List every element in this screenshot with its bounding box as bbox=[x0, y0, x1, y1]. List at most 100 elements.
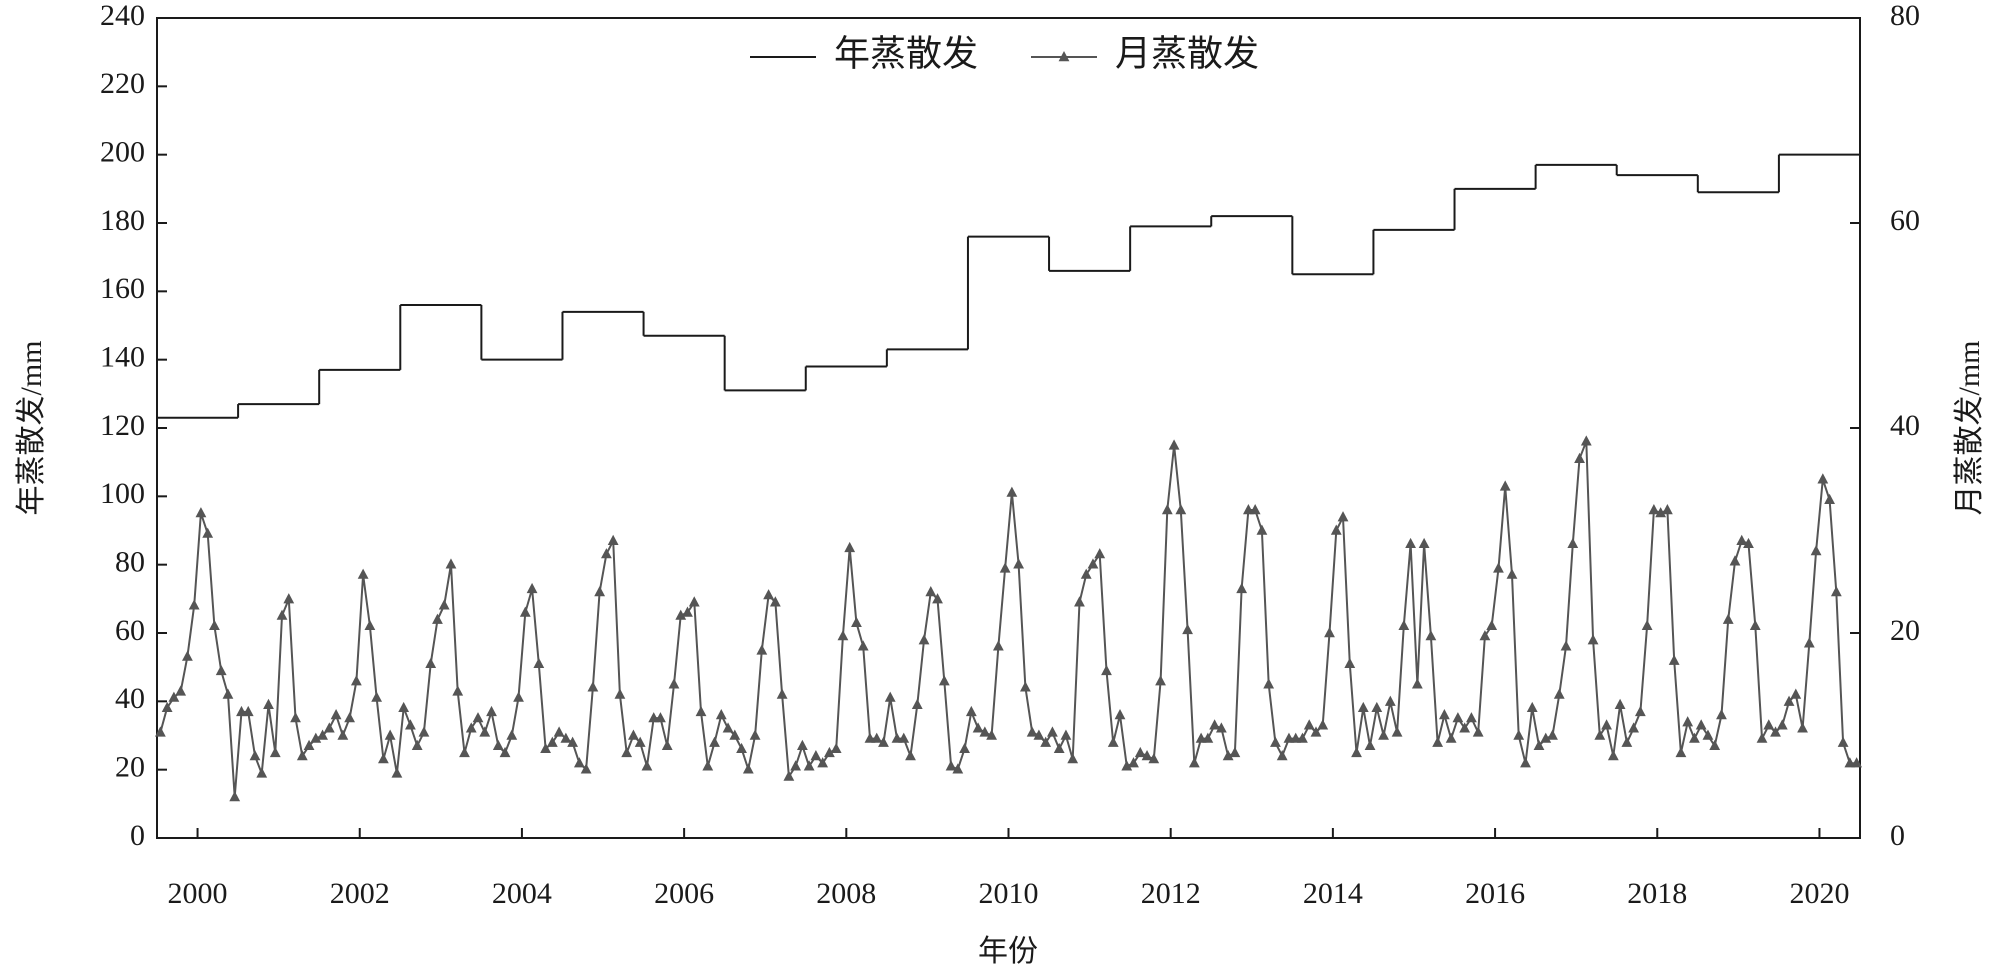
y-tick-label: 80 bbox=[115, 546, 145, 579]
marker bbox=[736, 742, 747, 754]
marker bbox=[573, 757, 585, 768]
marker bbox=[999, 562, 1011, 573]
marker bbox=[1749, 619, 1761, 631]
marker bbox=[695, 705, 707, 717]
marker bbox=[249, 750, 261, 761]
y2-axis-title: 月蒸散发/mm bbox=[1953, 340, 1986, 515]
marker bbox=[168, 691, 180, 702]
marker bbox=[1675, 746, 1687, 758]
marker bbox=[263, 698, 274, 709]
marker bbox=[749, 729, 761, 740]
marker bbox=[391, 767, 403, 778]
x-tick-label: 2014 bbox=[1303, 877, 1363, 910]
marker bbox=[1472, 726, 1484, 737]
marker bbox=[1594, 729, 1606, 740]
marker bbox=[884, 691, 896, 702]
marker bbox=[1114, 709, 1126, 720]
marker bbox=[1540, 732, 1552, 743]
marker bbox=[810, 750, 822, 761]
marker bbox=[303, 739, 315, 750]
marker bbox=[776, 688, 788, 699]
marker bbox=[1337, 511, 1349, 522]
marker bbox=[296, 750, 308, 761]
y-tick-label: 140 bbox=[100, 341, 145, 374]
marker bbox=[918, 634, 930, 645]
marker bbox=[1195, 732, 1207, 743]
marker bbox=[256, 767, 268, 778]
marker bbox=[1378, 729, 1389, 740]
marker bbox=[1709, 739, 1721, 750]
marker bbox=[209, 619, 220, 631]
marker bbox=[499, 746, 511, 758]
marker bbox=[161, 701, 173, 713]
marker bbox=[769, 596, 781, 607]
marker bbox=[486, 705, 497, 717]
marker bbox=[418, 726, 430, 737]
marker bbox=[283, 593, 295, 604]
y2-tick-label: 80 bbox=[1890, 0, 1920, 32]
marker bbox=[864, 732, 876, 743]
marker bbox=[506, 729, 518, 740]
marker bbox=[1695, 719, 1707, 730]
marker bbox=[844, 541, 856, 553]
marker bbox=[1526, 701, 1538, 713]
marker bbox=[546, 736, 558, 747]
marker bbox=[1729, 555, 1741, 566]
marker bbox=[959, 742, 970, 754]
marker bbox=[1587, 634, 1599, 645]
marker bbox=[1648, 504, 1660, 515]
marker bbox=[459, 746, 470, 758]
marker bbox=[911, 698, 923, 709]
marker bbox=[1128, 757, 1139, 768]
marker bbox=[182, 650, 193, 661]
marker bbox=[553, 726, 565, 737]
marker bbox=[1182, 623, 1193, 635]
marker bbox=[803, 760, 815, 771]
marker bbox=[601, 548, 612, 559]
marker bbox=[202, 527, 214, 538]
marker bbox=[465, 722, 477, 733]
marker bbox=[1398, 619, 1410, 631]
marker bbox=[1574, 452, 1585, 463]
x-tick-label: 2006 bbox=[654, 877, 714, 910]
marker bbox=[1533, 739, 1545, 750]
marker bbox=[405, 719, 416, 730]
marker bbox=[1520, 757, 1531, 768]
marker bbox=[607, 534, 619, 545]
marker bbox=[1783, 695, 1795, 706]
marker bbox=[830, 742, 842, 754]
marker bbox=[371, 691, 383, 702]
marker bbox=[742, 763, 754, 774]
marker bbox=[1736, 534, 1748, 545]
marker bbox=[1357, 701, 1369, 713]
marker bbox=[1351, 746, 1362, 758]
marker bbox=[438, 599, 450, 610]
marker bbox=[1790, 688, 1802, 699]
marker bbox=[1682, 716, 1694, 727]
marker bbox=[1425, 630, 1437, 641]
marker bbox=[398, 701, 410, 713]
marker bbox=[1175, 504, 1187, 515]
marker bbox=[1621, 736, 1633, 747]
y-axis-title: 年蒸散发/mm bbox=[15, 340, 48, 515]
y2-tick-label: 40 bbox=[1890, 409, 1920, 442]
marker bbox=[1094, 548, 1106, 559]
y-tick-label: 180 bbox=[100, 204, 145, 237]
marker bbox=[1053, 742, 1065, 754]
marker bbox=[655, 712, 666, 723]
marker bbox=[1716, 709, 1727, 720]
marker bbox=[1263, 678, 1275, 689]
marker bbox=[222, 688, 234, 699]
marker bbox=[587, 681, 599, 692]
marker bbox=[1479, 630, 1491, 641]
y-tick-label: 0 bbox=[130, 819, 145, 852]
marker bbox=[269, 746, 281, 758]
x-tick-label: 2016 bbox=[1465, 877, 1525, 910]
x-tick-label: 2010 bbox=[979, 877, 1039, 910]
marker bbox=[1770, 726, 1781, 737]
marker bbox=[1459, 722, 1471, 733]
marker bbox=[1107, 736, 1119, 747]
marker bbox=[377, 753, 389, 764]
marker bbox=[452, 685, 464, 696]
